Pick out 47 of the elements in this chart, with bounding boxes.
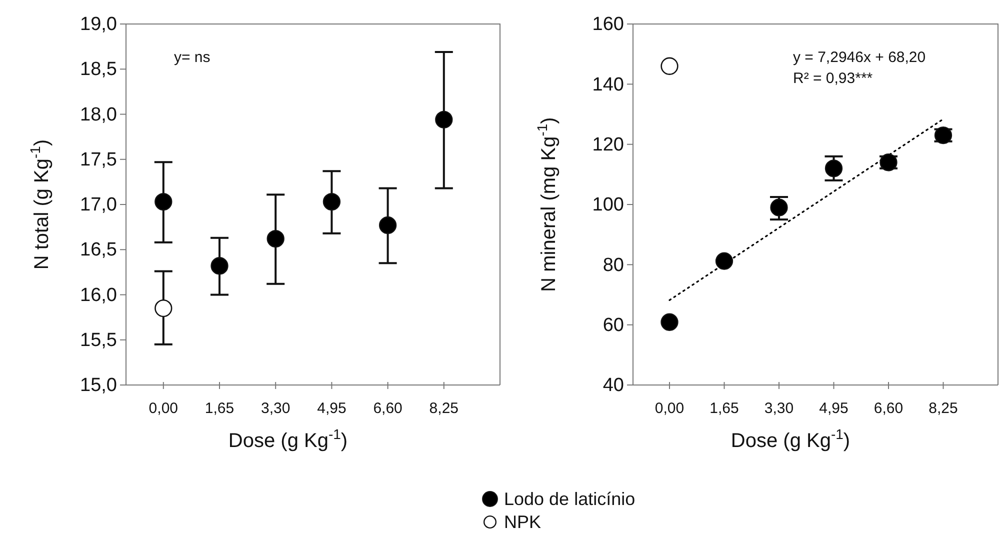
x-tick-label: 0,00 (148, 400, 178, 417)
x-tick-label: 3,30 (261, 400, 290, 417)
x-tick-label: 3,30 (764, 400, 794, 417)
y-tick-label: 16,0 (80, 284, 117, 306)
x-tick-label: 6,60 (373, 400, 402, 417)
y-tick-label: 19,0 (80, 14, 117, 36)
point (154, 299, 172, 318)
y-tick-label: 18,5 (80, 59, 117, 80)
y-tick-label: 120 (592, 134, 624, 156)
y-tick-label: 40 (602, 375, 624, 396)
y-tick-label: 15,0 (80, 375, 117, 396)
x-tick-label: 4,95 (317, 400, 346, 417)
legend-label: NPK (504, 512, 542, 532)
x-axis-title: Dose (g Kg$^{-1}$) (730, 426, 850, 452)
x-tick-label: 0,00 (654, 400, 684, 417)
y-tick-label: 60 (602, 314, 624, 336)
point (660, 313, 678, 331)
y-tick-label: 80 (602, 254, 624, 276)
point (322, 192, 341, 211)
annotation: y= ns (174, 49, 210, 66)
annotation: y = 7,2946x + 68,20 (793, 49, 926, 66)
x-axis-title: Dose (g Kg$^{-1}$) (228, 426, 348, 452)
x-tick-label: 1,65 (710, 400, 739, 417)
y-tick-label: 140 (592, 74, 624, 96)
y-tick-label: 160 (592, 14, 624, 36)
x-tick-label: 8,25 (928, 400, 958, 417)
point (824, 160, 843, 178)
y-tick-label: 17,5 (80, 149, 117, 170)
legend-label: Lodo de laticínio (504, 489, 636, 509)
annotation: R² = 0,93*** (793, 70, 873, 87)
x-tick-label: 4,95 (819, 400, 848, 417)
y-tick-label: 100 (592, 194, 624, 216)
x-tick-label: 8,25 (429, 400, 458, 417)
point (435, 110, 453, 128)
y-tick-label: 16,5 (80, 240, 117, 261)
point (770, 198, 788, 216)
x-tick-label: 6,60 (874, 400, 904, 417)
y-tick-label: 15,5 (80, 330, 117, 351)
point (266, 230, 284, 248)
point (210, 257, 228, 275)
point (715, 252, 734, 270)
y-tick-label: 17,0 (80, 194, 117, 216)
point (660, 57, 678, 75)
x-tick-label: 1,65 (204, 400, 234, 417)
y-tick-label: 18,0 (80, 104, 117, 126)
point (154, 192, 172, 211)
point (378, 216, 397, 234)
